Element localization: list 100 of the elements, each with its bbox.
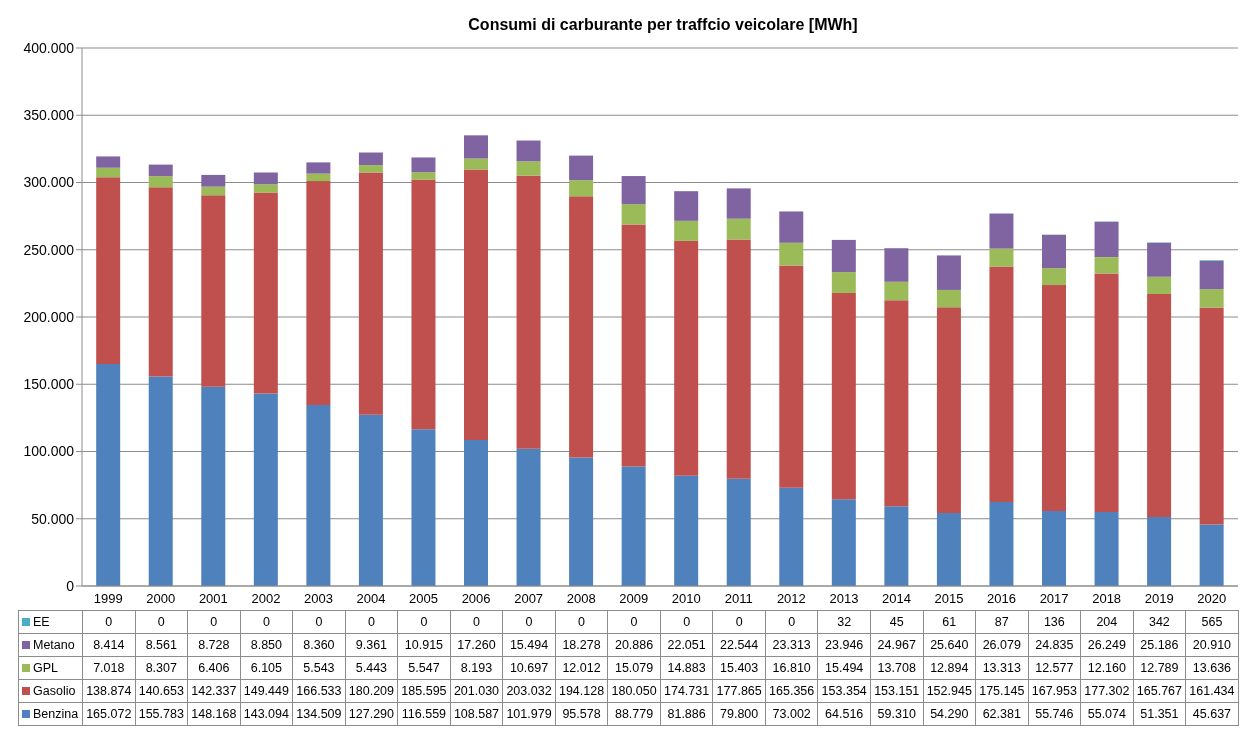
- data-label: 95.578: [555, 702, 608, 726]
- y-tick-label: 200.000: [23, 308, 75, 325]
- x-tick-label: 2011: [724, 591, 753, 607]
- data-label: 26.079: [975, 633, 1029, 657]
- bar: [306, 405, 331, 586]
- data-label: 149.449: [240, 679, 293, 703]
- bar: [253, 192, 278, 394]
- bar: [621, 224, 646, 467]
- data-label: 175.145: [975, 679, 1029, 703]
- data-label: 12.012: [555, 656, 608, 680]
- data-label: 13.708: [870, 656, 923, 680]
- data-label: 26.249: [1080, 633, 1134, 657]
- data-label: 0: [82, 610, 136, 634]
- bar: [464, 169, 489, 440]
- data-label: 0: [765, 610, 818, 634]
- data-label: 15.494: [502, 633, 556, 657]
- bar: [1199, 307, 1224, 525]
- bar: [621, 176, 646, 205]
- x-tick-label: 2013: [829, 591, 859, 607]
- x-tick-label: 2004: [356, 591, 386, 607]
- data-label: 25.186: [1133, 633, 1186, 657]
- bar: [1147, 293, 1172, 517]
- bar: [306, 162, 331, 174]
- x-tick-label: 2015: [934, 591, 964, 607]
- bar: [1147, 276, 1172, 294]
- bar: [779, 487, 804, 586]
- x-tick-label: 2017: [1039, 591, 1069, 607]
- x-tick-label: 2008: [566, 591, 596, 607]
- bar: [411, 179, 436, 430]
- chart-title: Consumi di carburante per traffcio veicolare [MWh]: [467, 15, 859, 35]
- data-label: 8.728: [187, 633, 241, 657]
- data-label: 0: [450, 610, 503, 634]
- bar: [989, 213, 1014, 249]
- data-label: 22.051: [660, 633, 713, 657]
- data-label: 10.697: [502, 656, 556, 680]
- data-label: 79.800: [712, 702, 766, 726]
- bar: [516, 140, 541, 162]
- x-tick-label: 2012: [776, 591, 806, 607]
- data-label: 8.360: [292, 633, 346, 657]
- data-label: 12.160: [1080, 656, 1134, 680]
- x-tick-label: 2019: [1144, 591, 1174, 607]
- data-label: 0: [135, 610, 188, 634]
- data-label: 204: [1080, 610, 1134, 634]
- bar: [779, 265, 804, 488]
- bar: [726, 239, 751, 479]
- data-label: 0: [397, 610, 451, 634]
- bar: [1042, 285, 1067, 512]
- bar: [989, 248, 1014, 267]
- data-label: 59.310: [870, 702, 923, 726]
- bar: [726, 478, 751, 586]
- y-tick-label: 50.000: [31, 510, 75, 527]
- bar: [201, 195, 226, 387]
- data-label: 7.018: [82, 656, 136, 680]
- bar: [201, 186, 226, 196]
- bar: [831, 292, 856, 500]
- y-tick-label: 100.000: [23, 443, 75, 460]
- bar: [96, 156, 121, 168]
- x-tick-label: 2014: [881, 591, 911, 607]
- bar: [831, 499, 856, 586]
- bar: [1147, 242, 1172, 277]
- data-label: 10.915: [397, 633, 451, 657]
- data-label: 201.030: [450, 679, 503, 703]
- bar: [989, 502, 1014, 586]
- bar: [936, 307, 961, 513]
- bar: [884, 300, 909, 507]
- data-label: 8.193: [450, 656, 503, 680]
- x-tick-label: 2006: [461, 591, 491, 607]
- x-tick-label: 2010: [671, 591, 701, 607]
- bar: [1094, 221, 1119, 258]
- data-label: 142.337: [187, 679, 241, 703]
- x-tick-label: 2020: [1197, 591, 1227, 607]
- bar: [411, 429, 436, 586]
- data-label: 136: [1028, 610, 1081, 634]
- legend-label: GPL: [18, 656, 83, 680]
- data-label: 0: [292, 610, 346, 634]
- bar: [201, 174, 226, 187]
- data-label: 138.874: [82, 679, 136, 703]
- data-label: 165.356: [765, 679, 818, 703]
- bar: [148, 187, 173, 377]
- bar: [464, 439, 489, 586]
- data-label: 0: [240, 610, 293, 634]
- data-label: 5.443: [345, 656, 398, 680]
- bar: [936, 255, 961, 290]
- bar: [464, 135, 489, 159]
- bar: [674, 191, 699, 221]
- bar: [779, 242, 804, 266]
- data-label: 55.746: [1028, 702, 1081, 726]
- data-label: 54.290: [923, 702, 976, 726]
- data-label: 15.079: [607, 656, 661, 680]
- x-tick-label: 2007: [514, 591, 544, 607]
- data-label: 9.361: [345, 633, 398, 657]
- data-label: 81.886: [660, 702, 713, 726]
- bar: [1042, 511, 1067, 586]
- data-label: 8.307: [135, 656, 188, 680]
- data-label: 0: [712, 610, 766, 634]
- data-label: 153.151: [870, 679, 923, 703]
- y-tick-label: 0: [66, 577, 75, 594]
- data-label: 152.945: [923, 679, 976, 703]
- data-label: 51.351: [1133, 702, 1186, 726]
- bar: [1199, 289, 1224, 308]
